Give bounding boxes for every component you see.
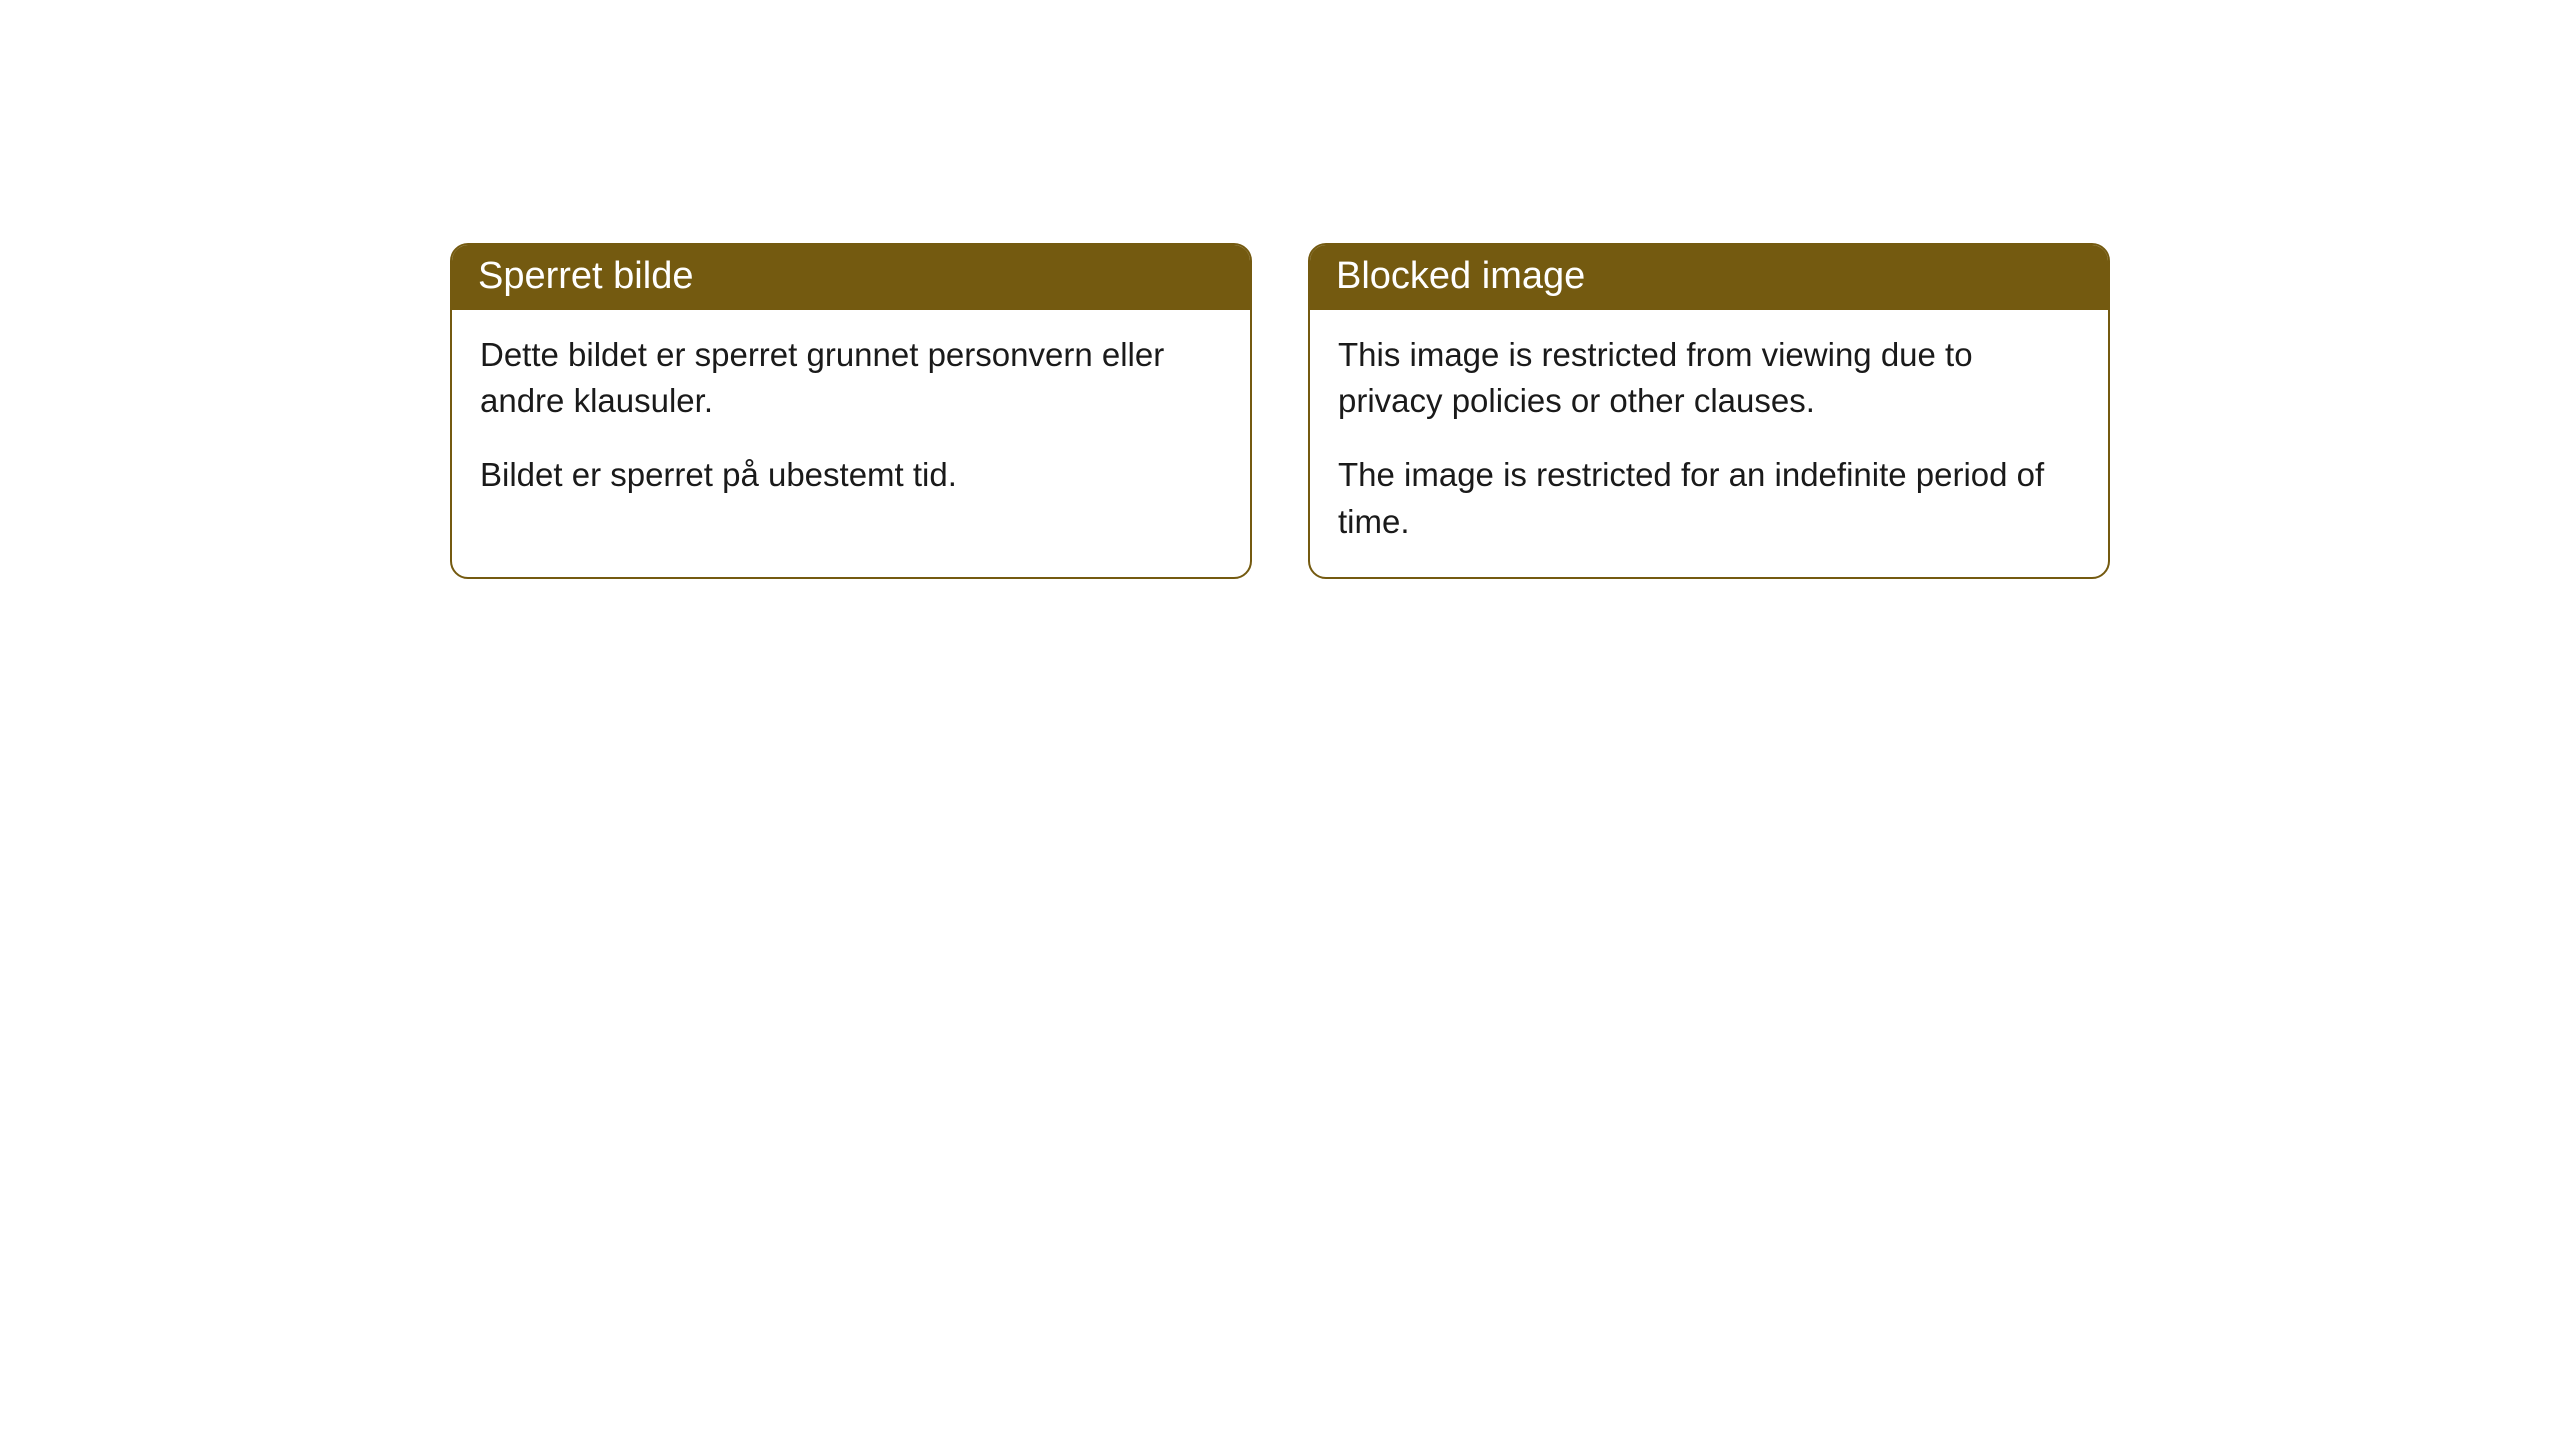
card-paragraph-1: This image is restricted from viewing du… [1338, 332, 2080, 424]
card-header: Sperret bilde [452, 245, 1250, 310]
card-header: Blocked image [1310, 245, 2108, 310]
blocked-image-card-english: Blocked image This image is restricted f… [1308, 243, 2110, 579]
card-paragraph-1: Dette bildet er sperret grunnet personve… [480, 332, 1222, 424]
card-title: Blocked image [1336, 255, 1585, 297]
cards-container: Sperret bilde Dette bildet er sperret gr… [450, 243, 2110, 579]
card-body: This image is restricted from viewing du… [1310, 310, 2108, 577]
blocked-image-card-norwegian: Sperret bilde Dette bildet er sperret gr… [450, 243, 1252, 579]
card-body: Dette bildet er sperret grunnet personve… [452, 310, 1250, 531]
card-paragraph-2: Bildet er sperret på ubestemt tid. [480, 452, 1222, 498]
card-paragraph-2: The image is restricted for an indefinit… [1338, 452, 2080, 544]
card-title: Sperret bilde [478, 255, 693, 297]
